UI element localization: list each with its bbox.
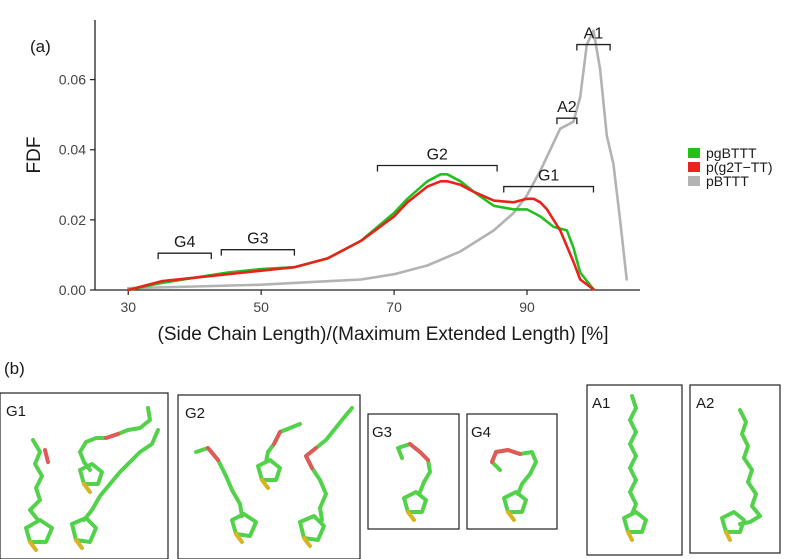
a2-chain xyxy=(738,408,762,526)
g2-ring-1 xyxy=(230,512,258,538)
annotation-layer: A1 A2 G2 G1 G4 G3 xyxy=(157,26,611,260)
y-tick-label: 0.00 xyxy=(59,282,86,298)
g1-chain-2-oxygen xyxy=(104,432,120,440)
bracket-g1 xyxy=(503,185,595,193)
g4-molecule xyxy=(490,448,538,522)
g2-ring-2 xyxy=(256,458,282,482)
y-tick-label: 0.04 xyxy=(59,142,86,158)
box-g1-frame xyxy=(0,392,169,559)
y-axis-title: FDF xyxy=(24,137,45,174)
legend-swatch xyxy=(688,148,700,158)
x-tick-label: 50 xyxy=(253,299,269,315)
legend-label: p(g2T−TT) xyxy=(706,159,773,175)
box-g2-frame xyxy=(177,394,361,559)
x-ticks: 30 50 70 90 xyxy=(120,290,535,315)
g1-sulfur-3 xyxy=(74,538,84,550)
y-ticks: 0.00 0.02 0.04 0.06 xyxy=(59,72,95,298)
panel-a-label: (a) xyxy=(30,37,51,56)
g1-chain-2 xyxy=(78,406,152,472)
g1-chain-1 xyxy=(28,438,44,522)
g2-chain-2 xyxy=(264,422,302,464)
bracket-a1 xyxy=(576,43,611,51)
series-line-pgbttt xyxy=(126,173,595,292)
box-g4-label: G4 xyxy=(471,424,491,441)
box-g4: G4 xyxy=(466,413,558,530)
bracket-label-g1: G1 xyxy=(538,168,559,185)
bracket-label-g2: G2 xyxy=(427,147,448,164)
x-tick-label: 70 xyxy=(386,299,402,315)
g4-chain xyxy=(490,448,538,496)
g1-sulfur-1 xyxy=(28,540,38,552)
legend-swatch xyxy=(688,176,700,186)
g1-chain-1-oxygen xyxy=(43,448,50,464)
g3-sulfur xyxy=(406,510,416,522)
g2-ring-3 xyxy=(298,514,326,542)
g3-chain xyxy=(396,442,432,494)
box-a1-label: A1 xyxy=(592,395,610,412)
a2-ring xyxy=(720,510,746,534)
series-line-pbttt xyxy=(126,29,629,290)
g2-chain-3-oxygen xyxy=(304,446,318,470)
bracket-g2 xyxy=(376,164,498,172)
g3-chain-oxygen xyxy=(408,442,430,462)
box-a1: A1 xyxy=(586,384,683,556)
g1-ring-2 xyxy=(78,462,104,486)
g4-chain-oxygen xyxy=(490,448,522,464)
g2-sulfur-3 xyxy=(302,536,312,548)
g2-chain-2-oxygen xyxy=(272,430,282,446)
bracket-g3 xyxy=(220,249,296,256)
legend-label: pgBTTT xyxy=(706,145,757,161)
g1-ring-1 xyxy=(24,518,54,544)
g2-chain-1-oxygen xyxy=(206,446,220,462)
a2-sulfur xyxy=(724,530,732,542)
g4-sulfur xyxy=(506,510,516,522)
box-a1-frame xyxy=(586,384,683,556)
g1-ring-3 xyxy=(70,516,98,544)
legend-swatch xyxy=(688,162,700,172)
box-a2-label: A2 xyxy=(696,395,714,412)
g1-molecules xyxy=(24,406,160,552)
g3-molecule xyxy=(396,442,432,522)
box-g2: G2 xyxy=(177,394,361,559)
bracket-label-g4: G4 xyxy=(174,234,195,251)
bracket-label-a2: A2 xyxy=(557,99,577,116)
bracket-g4 xyxy=(157,252,212,260)
box-a2: A2 xyxy=(689,384,781,554)
box-g3-label: G3 xyxy=(372,424,392,441)
g2-chain-3 xyxy=(304,406,354,522)
bracket-label-g3: G3 xyxy=(247,231,268,248)
a1-molecule xyxy=(622,394,648,542)
legend-label: pBTTT xyxy=(706,173,749,189)
box-g2-label: G2 xyxy=(185,405,205,422)
series-line-p-g2t-tt- xyxy=(126,180,595,292)
box-g1: G1 xyxy=(0,392,169,559)
g1-chain-3 xyxy=(82,428,160,522)
box-g4-frame xyxy=(466,413,558,530)
g2-sulfur-2 xyxy=(260,478,270,490)
x-axis-title: (Side Chain Length)/(Maximum Extended Le… xyxy=(158,324,609,345)
box-g1-label: G1 xyxy=(6,403,26,420)
y-tick-label: 0.02 xyxy=(59,212,86,228)
g2-molecules xyxy=(194,406,354,548)
y-tick-label: 0.06 xyxy=(59,72,86,88)
series-layer xyxy=(126,29,629,292)
x-tick-label: 90 xyxy=(519,299,535,315)
g1-sulfur-2 xyxy=(82,482,92,494)
g2-sulfur-1 xyxy=(234,532,244,544)
bracket-label-a1: A1 xyxy=(584,26,604,43)
a1-chain xyxy=(628,394,638,516)
x-tick-label: 30 xyxy=(120,299,136,315)
a1-sulfur xyxy=(626,530,634,542)
bracket-a2 xyxy=(556,117,578,125)
g4-ring xyxy=(502,490,528,514)
g3-ring xyxy=(402,490,428,514)
box-a2-frame xyxy=(689,384,781,554)
box-g3-frame xyxy=(367,413,460,530)
panel-b-label: (b) xyxy=(4,359,25,378)
a1-ring xyxy=(622,510,648,534)
a2-molecule xyxy=(720,408,762,542)
box-g3: G3 xyxy=(367,413,460,530)
